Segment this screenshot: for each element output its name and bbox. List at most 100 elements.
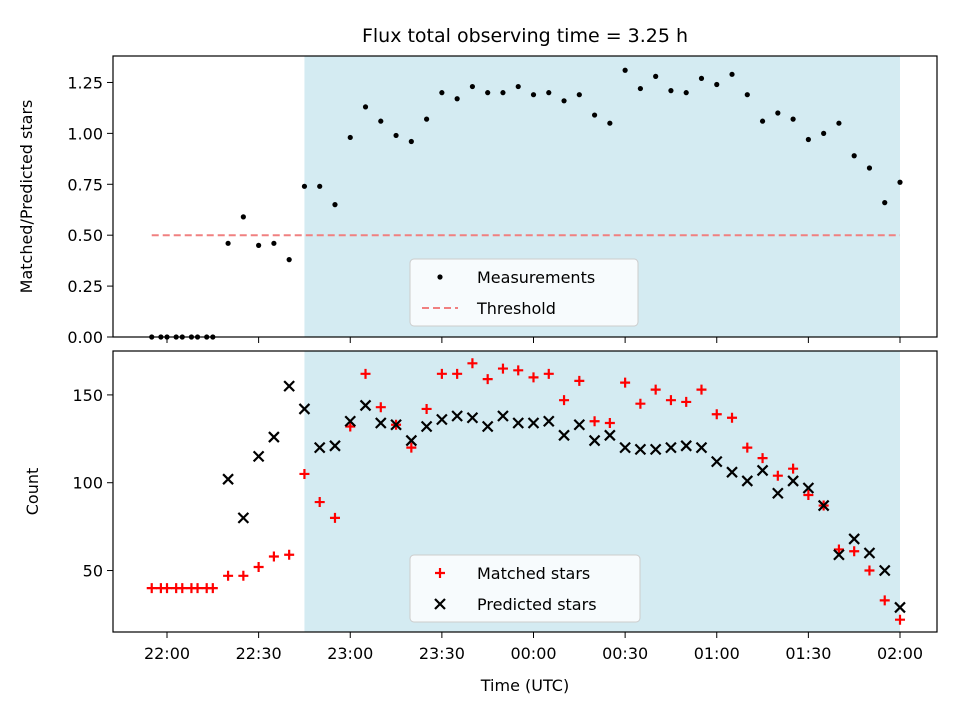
data-point (727, 412, 738, 423)
data-point (420, 420, 433, 433)
bottom-panel-y-axis-title: Count (23, 468, 42, 516)
data-point (744, 92, 750, 98)
data-point (848, 533, 860, 545)
data-point (574, 375, 585, 386)
data-point (256, 242, 262, 248)
series-predicted-stars (222, 380, 906, 614)
data-point (573, 418, 586, 431)
data-point (225, 240, 231, 246)
data-point (561, 98, 567, 104)
data-point (240, 214, 246, 220)
data-point (695, 441, 708, 454)
legend-box (409, 554, 641, 623)
y-tick-label: 0.75 (67, 175, 103, 194)
data-point (607, 120, 613, 126)
data-point (833, 544, 844, 555)
legend-label: Threshold (476, 299, 556, 318)
data-point (313, 441, 326, 454)
data-point (849, 546, 860, 557)
top-panel: 0.00 0.25 0.50 0.75 1.00 1.25 Matched/Predict… (17, 55, 938, 347)
data-point (299, 468, 310, 479)
data-point (710, 455, 723, 468)
chart-title: Flux total observing time = 3.25 h (362, 25, 688, 47)
data-point (542, 415, 555, 428)
data-point (726, 466, 738, 478)
data-point (650, 384, 661, 395)
data-point (177, 583, 188, 594)
data-point (530, 92, 537, 98)
x-tick-label: 01:30 (785, 644, 831, 663)
data-point (576, 92, 582, 98)
data-point (588, 434, 601, 447)
data-point (698, 75, 705, 81)
data-point (515, 83, 521, 90)
top-panel-legend: Measurements Threshold (409, 258, 639, 327)
data-point (286, 257, 292, 263)
y-tick-label: 1.25 (67, 73, 103, 92)
data-point (711, 409, 722, 420)
data-point (863, 547, 876, 559)
data-point (836, 120, 842, 126)
data-point (344, 415, 357, 428)
data-point (649, 443, 662, 456)
y-tick-label: 0.00 (67, 328, 103, 347)
series-measurements (149, 67, 903, 340)
data-point (803, 490, 814, 501)
data-point (329, 512, 340, 523)
data-point (500, 90, 506, 96)
data-point (347, 134, 353, 141)
legend-label: Measurements (477, 268, 595, 287)
legend-marker (434, 598, 446, 610)
data-point (559, 395, 570, 406)
data-point (742, 442, 753, 453)
data-point (635, 398, 646, 409)
data-point (741, 475, 754, 487)
data-point (223, 570, 234, 581)
top-panel-y-axis-title: Matched/Predicted stars (17, 100, 36, 294)
data-point (284, 549, 295, 560)
data-point (252, 450, 265, 463)
data-point (864, 565, 875, 576)
y-tick-label: 100 (72, 474, 103, 493)
bottom-panel: 50 100 150 22:00 22:30 23:00 23:30 00:00 00:30 0… (23, 350, 938, 663)
data-point (421, 403, 432, 414)
data-point (482, 374, 493, 385)
data-point (497, 363, 508, 374)
data-point (436, 413, 448, 426)
y-tick-label: 1.00 (67, 124, 103, 143)
bottom-panel-frame (112, 350, 938, 633)
data-point (665, 441, 677, 454)
legend-label: Matched stars (477, 564, 590, 583)
data-point (375, 417, 387, 429)
data-point (788, 463, 799, 474)
data-point (317, 183, 323, 189)
x-tick-label: 01:00 (694, 644, 740, 663)
data-point (619, 441, 631, 454)
data-point (851, 153, 857, 159)
data-point (821, 130, 827, 136)
data-point (469, 83, 476, 90)
data-point (882, 200, 888, 206)
data-point (301, 183, 308, 189)
data-point (772, 470, 783, 481)
data-point (681, 396, 692, 407)
data-point (207, 583, 218, 594)
data-point (436, 368, 447, 379)
x-tick-label: 23:00 (327, 644, 373, 663)
legend-box (409, 258, 639, 327)
y-tick-label: 0.50 (67, 226, 103, 245)
data-point (637, 85, 643, 92)
data-point (329, 440, 341, 452)
series-matched-stars (146, 358, 905, 625)
data-point (268, 431, 280, 443)
legend-marker (437, 274, 443, 280)
bottom-panel-y-ticks: 50 100 150 (72, 386, 113, 581)
data-point (393, 132, 399, 139)
bottom-panel-x-ticks: 22:00 22:30 23:00 23:30 00:00 00:30 01:00 01:30… (144, 632, 923, 663)
data-point (527, 417, 540, 429)
data-point (878, 564, 891, 577)
data-point (787, 475, 799, 487)
data-point (268, 551, 279, 562)
data-point (680, 440, 692, 452)
legend-marker (435, 568, 445, 578)
